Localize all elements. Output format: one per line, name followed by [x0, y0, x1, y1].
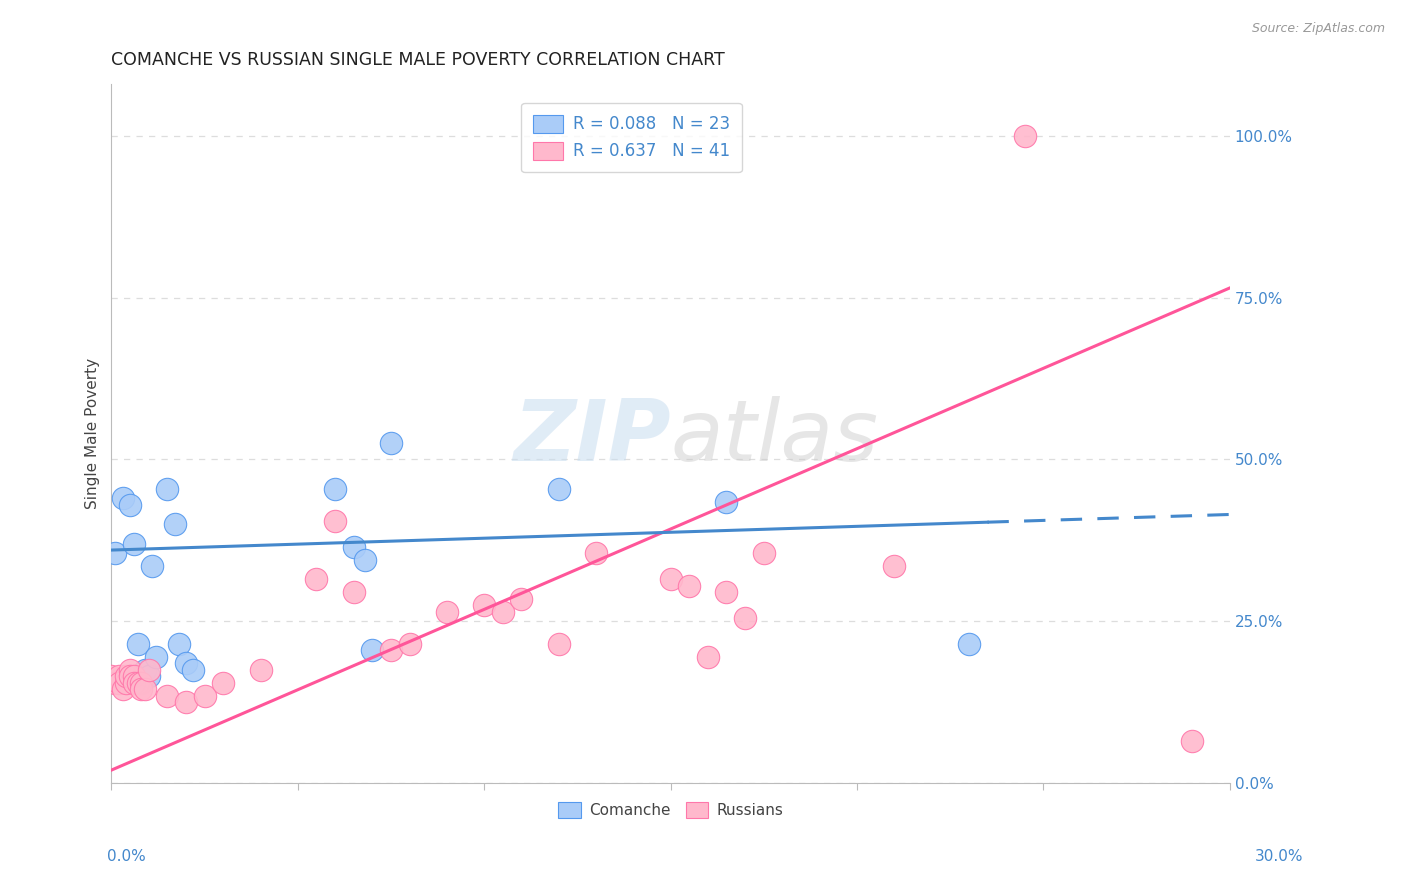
Point [115, 669, 138, 683]
Text: COMANCHE VS RUSSIAN SINGLE MALE POVERTY CORRELATION CHART: COMANCHE VS RUSSIAN SINGLE MALE POVERTY … [111, 51, 725, 69]
Point [883, 559, 905, 574]
Point [659, 572, 682, 586]
Point [138, 663, 160, 677]
Point [752, 546, 775, 560]
Point [510, 591, 533, 606]
Text: 30.0%: 30.0% [1256, 849, 1303, 863]
Legend: Comanche, Russians: Comanche, Russians [553, 797, 789, 824]
Point [167, 637, 190, 651]
Point [174, 695, 197, 709]
Point [145, 649, 167, 664]
Point [696, 649, 718, 664]
Point [398, 637, 420, 651]
Point [212, 675, 235, 690]
Point [354, 553, 377, 567]
Point [118, 498, 141, 512]
Point [129, 682, 152, 697]
Point [1014, 128, 1036, 143]
Point [108, 675, 131, 690]
Point [141, 559, 163, 574]
Point [547, 637, 569, 651]
Point [127, 675, 149, 690]
Point [111, 682, 134, 697]
Point [183, 663, 205, 677]
Y-axis label: Single Male Poverty: Single Male Poverty [86, 358, 100, 509]
Point [111, 491, 134, 506]
Point [585, 546, 607, 560]
Point [323, 514, 346, 528]
Point [678, 579, 700, 593]
Point [156, 689, 179, 703]
Point [122, 669, 145, 683]
Point [716, 585, 738, 599]
Point [134, 663, 156, 677]
Point [547, 482, 569, 496]
Point [380, 643, 402, 657]
Point [134, 682, 156, 697]
Point [118, 669, 141, 683]
Point [436, 605, 458, 619]
Point [104, 546, 127, 560]
Point [138, 669, 160, 683]
Point [163, 517, 186, 532]
Point [194, 689, 217, 703]
Point [305, 572, 328, 586]
Point [734, 611, 756, 625]
Text: 0.0%: 0.0% [107, 849, 146, 863]
Text: ZIP: ZIP [513, 395, 671, 479]
Point [249, 663, 271, 677]
Text: atlas: atlas [671, 395, 879, 479]
Point [115, 675, 138, 690]
Point [716, 494, 738, 508]
Point [1181, 734, 1204, 748]
Point [343, 585, 366, 599]
Point [127, 637, 149, 651]
Point [118, 663, 141, 677]
Point [361, 643, 384, 657]
Point [380, 436, 402, 450]
Point [174, 657, 197, 671]
Text: Source: ZipAtlas.com: Source: ZipAtlas.com [1251, 22, 1385, 36]
Point [472, 598, 495, 612]
Point [129, 675, 152, 690]
Point [104, 675, 127, 690]
Point [492, 605, 515, 619]
Point [108, 669, 131, 683]
Point [957, 637, 980, 651]
Point [100, 669, 122, 683]
Point [122, 536, 145, 550]
Point [122, 675, 145, 690]
Point [323, 482, 346, 496]
Point [156, 482, 179, 496]
Point [343, 540, 366, 554]
Point [129, 675, 152, 690]
